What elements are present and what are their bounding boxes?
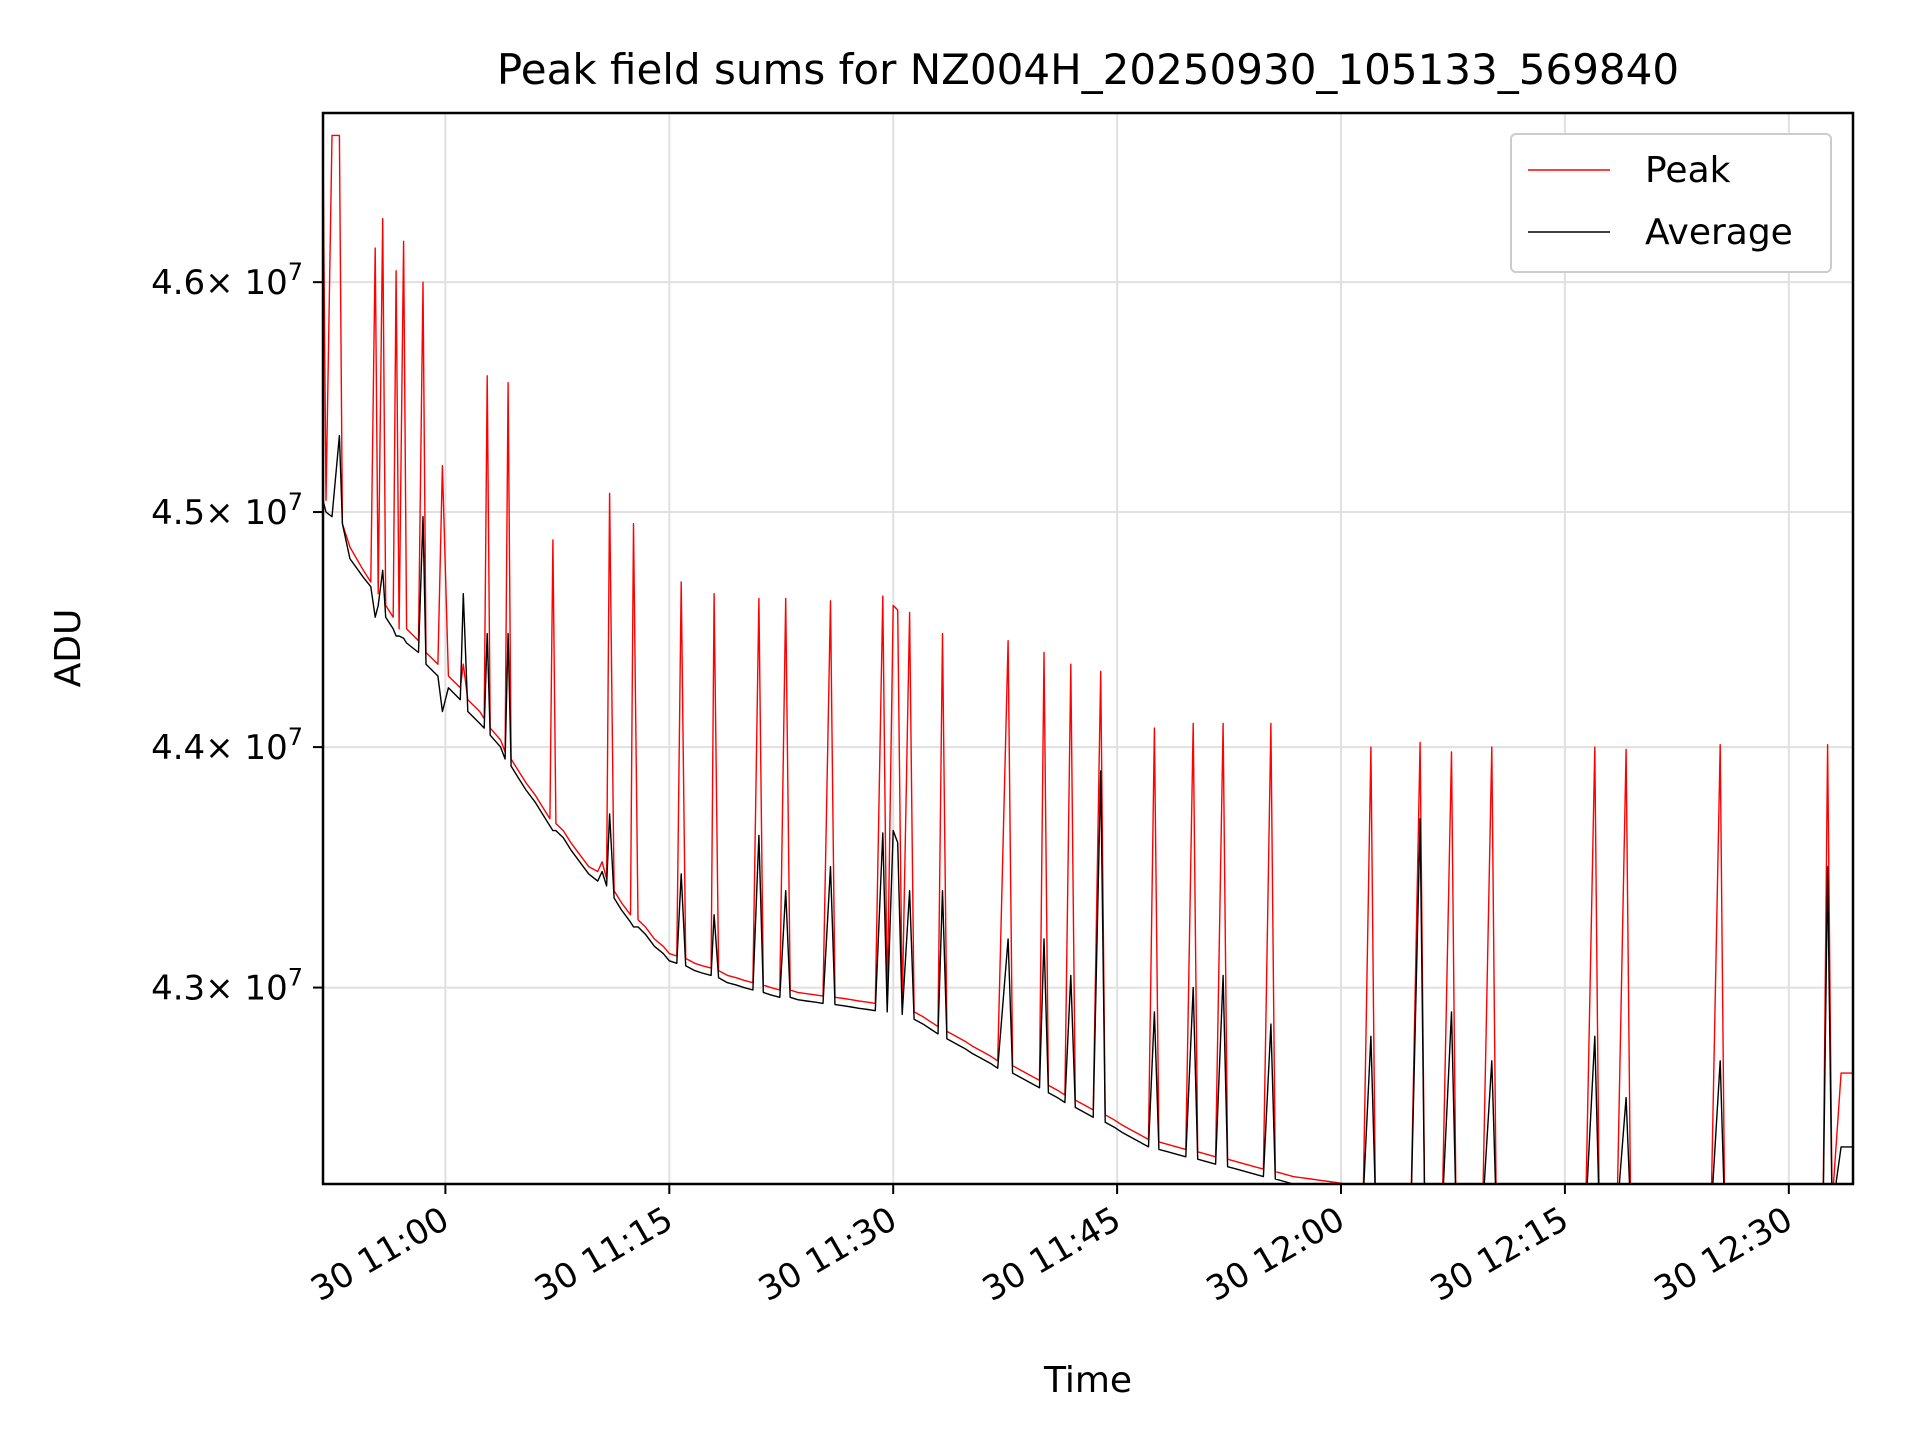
y-tick-mantissa: 4.3 bbox=[151, 969, 205, 1009]
x-axis-label: Time bbox=[1043, 1360, 1132, 1401]
y-tick-label: 4.3× 107 bbox=[151, 964, 303, 1009]
y-tick-mantissa: 4.5 bbox=[151, 493, 205, 533]
y-tick-mantissa: 4.6 bbox=[151, 263, 205, 303]
y-tick-multiplier: × 10 bbox=[205, 493, 288, 533]
y-tick-exponent: 7 bbox=[288, 488, 303, 516]
legend-label-average: Average bbox=[1645, 212, 1793, 253]
chart-title: Peak field sums for NZ004H_20250930_1051… bbox=[497, 45, 1679, 94]
series-line-peak bbox=[323, 134, 1853, 1184]
y-tick-exponent: 7 bbox=[288, 964, 303, 992]
y-tick-label: 4.6× 107 bbox=[151, 258, 303, 303]
y-tick-multiplier: × 10 bbox=[205, 728, 288, 768]
y-axis-label: ADU bbox=[48, 609, 89, 688]
y-tick-label: 4.4× 107 bbox=[151, 723, 303, 768]
y-tick-multiplier: × 10 bbox=[205, 969, 288, 1009]
y-tick-label: 4.5× 107 bbox=[151, 488, 303, 533]
y-tick-multiplier: × 10 bbox=[205, 263, 288, 303]
y-tick-mantissa: 4.4 bbox=[151, 728, 205, 768]
series-layer bbox=[323, 134, 1853, 1184]
y-tick-exponent: 7 bbox=[288, 723, 303, 751]
legend-label-peak: Peak bbox=[1645, 150, 1731, 191]
y-tick-exponent: 7 bbox=[288, 258, 303, 286]
legend-frame bbox=[1510, 133, 1832, 273]
plot-frame bbox=[321, 111, 1855, 1186]
legend: Peak Average bbox=[1510, 133, 1832, 273]
series-line-average bbox=[323, 434, 1853, 1184]
